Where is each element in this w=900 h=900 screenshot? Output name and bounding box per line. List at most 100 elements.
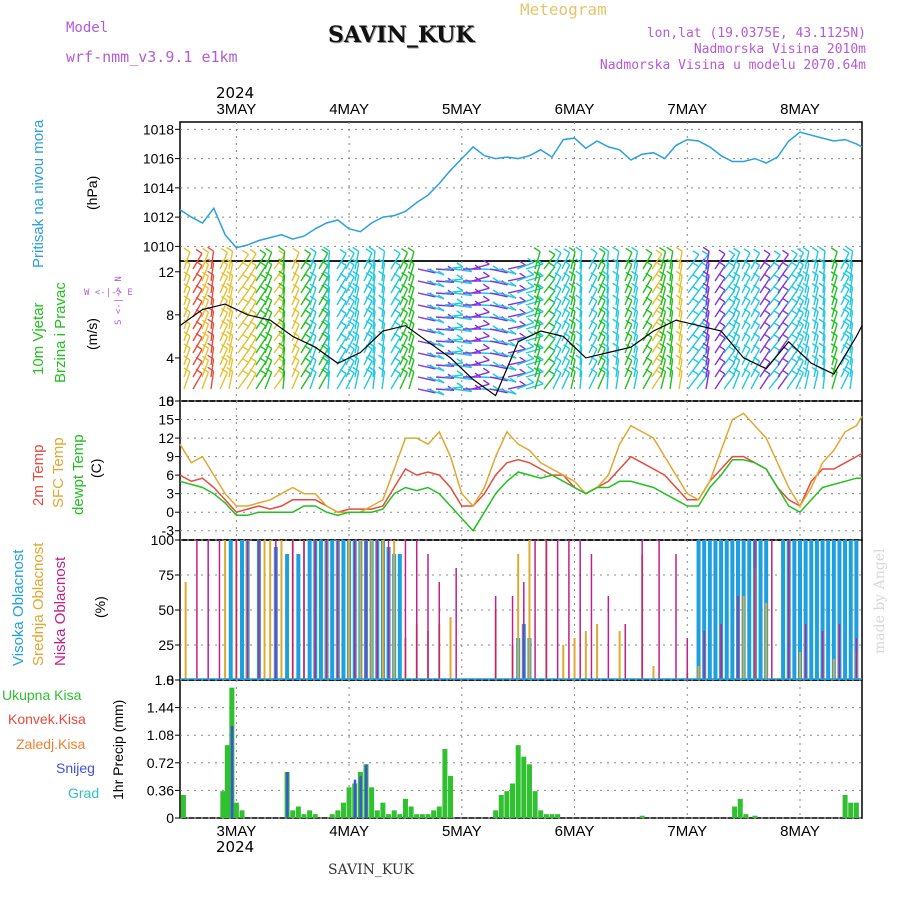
wind-barb: [453, 376, 472, 381]
wind-barb-flag: [598, 331, 606, 338]
precip-unit: 1hr Precip (mm): [110, 699, 126, 800]
wind-barb: [471, 359, 490, 366]
wind-barb: [660, 359, 667, 378]
wind-barb-flag: [796, 307, 804, 314]
wind-barb-flag: [207, 366, 214, 372]
wind-barb: [696, 290, 709, 306]
wind-barb-flag: [323, 330, 330, 336]
wind-barb: [282, 323, 286, 342]
wind-barb: [300, 349, 312, 366]
wind-barb-flag: [666, 270, 674, 276]
wind-barb: [507, 300, 526, 306]
wind-barb-flag: [563, 260, 570, 266]
wind-barb-flag: [437, 342, 445, 348]
wind-barb: [381, 359, 386, 378]
wind-barb: [408, 323, 415, 342]
wind-barb-flag: [304, 297, 311, 303]
wind-barb-flag: [802, 282, 810, 289]
wind-barb-flag: [292, 367, 300, 374]
wind-barb-flag: [743, 248, 751, 254]
wind-barb-flag: [533, 247, 541, 253]
wind-barb: [705, 323, 710, 342]
wind-barb: [579, 347, 583, 366]
wind-barb: [399, 300, 409, 318]
wind-barb-flag: [802, 258, 810, 265]
top-day-label: 6MAY: [555, 101, 595, 118]
wind-barb-flag: [195, 248, 203, 255]
wind-barb-flag: [692, 334, 700, 340]
wind-barb: [210, 263, 215, 282]
wind-barb-flag: [601, 258, 609, 264]
wind-barb-flag: [554, 308, 562, 314]
wind-barb-flag: [195, 260, 203, 267]
wind-barb-flag: [743, 344, 751, 350]
wind-barb: [768, 374, 781, 390]
wind-barb: [489, 376, 508, 382]
wind-barb: [840, 300, 850, 318]
wind-barb: [552, 324, 562, 342]
wind-barb-flag: [352, 282, 360, 288]
wind-barb-flag: [563, 296, 570, 302]
wind-barb: [561, 336, 571, 354]
wind-barb: [471, 299, 490, 306]
precip-bar: [442, 749, 448, 818]
wind-barb-flag: [259, 345, 267, 351]
wind-barb: [660, 335, 667, 354]
wind-barb-flag: [568, 354, 576, 361]
wind-barb: [588, 360, 598, 378]
wind-barb-flag: [763, 249, 771, 255]
wind-barb-flag: [563, 344, 570, 350]
wind-barb-flag: [401, 332, 408, 338]
wind-barb-flag: [846, 270, 853, 276]
wind-barb-flag: [666, 342, 674, 348]
wind-barb-flag: [590, 296, 598, 302]
wind-barb: [759, 373, 771, 390]
wind-barb: [255, 265, 267, 282]
wind-barb: [471, 347, 490, 354]
y-tick-label: 12: [158, 264, 174, 280]
wind-barb-flag: [612, 330, 620, 336]
precip-bar: [290, 810, 296, 818]
wind-barb: [228, 359, 234, 378]
precip-bar: [220, 791, 226, 818]
wind-barb-flag: [278, 342, 285, 348]
compass-vertical: S <-|-> N: [114, 276, 124, 325]
wind-barb-flag: [352, 318, 360, 324]
wind-barb: [822, 347, 826, 366]
wind-barb: [309, 323, 317, 342]
wind-barb-flag: [743, 332, 751, 338]
wind-barb-flag: [790, 357, 798, 363]
wind-barb-flag: [242, 333, 249, 339]
wind-barb: [606, 346, 610, 366]
wind-barb: [669, 287, 674, 306]
wind-barb-flag: [753, 260, 760, 266]
wind-barb: [183, 251, 191, 270]
wind-barb: [246, 325, 257, 342]
wind-barb: [597, 336, 606, 354]
wind-barb: [759, 337, 771, 354]
wind-barb-flag: [352, 294, 360, 300]
wind-barb: [705, 263, 710, 282]
wind-barb: [660, 311, 667, 330]
wind-barb: [471, 263, 490, 270]
wind-barb-flag: [309, 295, 317, 301]
wind-barb-flag: [265, 259, 273, 265]
wind-barb: [228, 251, 234, 270]
wind-barb: [444, 362, 463, 366]
wind-barb-flag: [743, 308, 751, 314]
wind-barb: [633, 251, 639, 270]
wind-barb: [372, 299, 376, 318]
wind-barb-flag: [554, 284, 562, 290]
wind-barb-flag: [666, 282, 674, 288]
wind-barb-flag: [818, 294, 826, 300]
wind-barb: [372, 263, 376, 282]
wind-barb: [192, 301, 203, 318]
wind-barb: [804, 359, 810, 378]
wind-barb: [633, 275, 639, 294]
wind-barb-flag: [554, 272, 562, 278]
precip-bar: [369, 787, 375, 818]
wind-barb-flag: [527, 317, 535, 323]
wind-barb-flag: [407, 295, 415, 301]
wind-barb-flag: [482, 307, 490, 313]
y-tick-label: 12: [158, 430, 174, 446]
